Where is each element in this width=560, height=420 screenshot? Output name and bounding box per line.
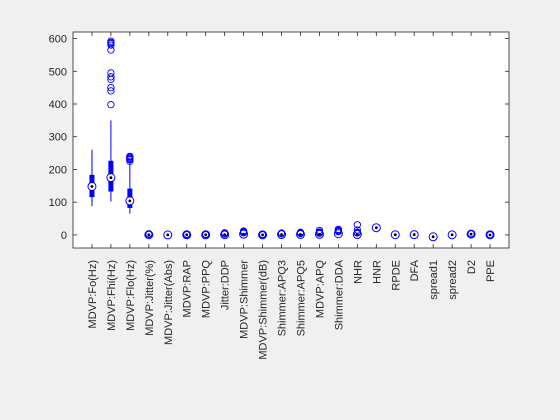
box-18 (428, 232, 438, 242)
x-tick-label: MDVP:Fhi(Hz) (106, 260, 118, 331)
outlier (183, 230, 191, 238)
median-dot (109, 176, 113, 180)
box-15 (371, 223, 381, 233)
box-2 (125, 152, 135, 214)
outlier (353, 228, 361, 236)
box-14 (352, 221, 362, 240)
outlier (202, 230, 210, 238)
x-tick-label: MDVP:RAP (182, 260, 194, 317)
median-dot (261, 233, 264, 237)
x-tick-label: MDVP:APQ (314, 260, 326, 319)
box-0 (87, 149, 97, 207)
box-16 (390, 230, 400, 240)
x-tick-label: HNR (371, 260, 383, 284)
median-dot (488, 233, 492, 237)
x-tick-label: D2 (466, 260, 478, 274)
y-tick-label: 0 (61, 230, 67, 242)
box-13 (333, 225, 343, 239)
outlier (107, 83, 115, 92)
box-6 (201, 230, 211, 240)
y-tick-label: 400 (49, 99, 67, 111)
y-tick-label: 300 (49, 132, 67, 144)
x-tick-label: spread2 (447, 260, 459, 300)
median-dot (412, 233, 416, 237)
outlier (334, 225, 343, 234)
box-11 (295, 228, 305, 239)
outlier (353, 221, 361, 229)
x-tick-label: Jitter:DDP (220, 260, 232, 310)
median-dot (166, 233, 170, 237)
y-tick-label: 200 (49, 164, 67, 176)
box-3 (144, 230, 154, 240)
x-tick-label: MDVP:Jitter(%) (144, 260, 156, 336)
box-4 (163, 230, 173, 240)
median-dot (90, 185, 94, 188)
x-tick-label: DFA (409, 259, 421, 281)
median-dot (374, 226, 378, 230)
x-tick-label: MDVP:Flo(Hz) (125, 260, 137, 331)
x-tick-label: MDVP:Shimmer (239, 260, 251, 339)
outlier (467, 230, 475, 238)
x-tick-label: MDVP:PPQ (201, 260, 213, 319)
box-19 (447, 230, 457, 240)
x-tick-label: spread1 (428, 260, 440, 300)
median-dot (185, 233, 189, 237)
x-tick-label: Shimmer:DDA (333, 259, 345, 330)
outlier (353, 226, 361, 234)
box-series (87, 37, 495, 242)
median-dot (128, 199, 132, 203)
outlier (145, 230, 153, 238)
outlier (239, 227, 248, 235)
median-dot (280, 233, 283, 236)
outlier (277, 229, 286, 237)
outlier (486, 231, 494, 239)
plot-area (72, 31, 510, 249)
box-1 (106, 37, 116, 202)
x-tick-label: MDVP:Jitter(Abs) (163, 260, 175, 345)
y-axis: 0 100 200 300 400 500 600 (49, 34, 509, 242)
y-tick-label: 600 (49, 34, 67, 46)
box-17 (409, 230, 419, 240)
median-dot (147, 233, 151, 237)
median-dot (469, 232, 473, 236)
outlier (107, 87, 115, 95)
box-20 (466, 229, 476, 239)
median-dot (450, 233, 454, 237)
y-tick-label: 100 (49, 197, 67, 209)
box-7 (220, 229, 230, 240)
box-9 (258, 230, 268, 240)
x-tick-label: RPDE (390, 260, 402, 291)
x-tick-label: PPE (485, 260, 497, 282)
outlier (107, 73, 115, 81)
x-tick-label: MDVP:Shimmer(dB) (258, 260, 270, 360)
x-tick-label: NHR (352, 260, 364, 284)
outlier (107, 69, 115, 77)
outlier (315, 226, 324, 235)
x-tick-label: Shimmer:APQ3 (277, 260, 289, 336)
x-axis: MDVP:Fo(Hz) MDVP:Fhi(Hz) MDVP:Flo(Hz) MDVP:… (87, 32, 497, 360)
outlier (221, 229, 229, 237)
box-12 (314, 226, 324, 239)
box-5 (182, 230, 192, 240)
median-dot (393, 233, 397, 237)
median-dot (223, 233, 227, 237)
outlier (107, 37, 115, 45)
x-tick-label: Shimmer:APQ5 (295, 260, 307, 336)
y-tick-label: 500 (49, 66, 67, 78)
x-tick-label: MDVP:Fo(Hz) (87, 260, 99, 328)
outlier (126, 152, 134, 161)
median-dot (431, 235, 435, 239)
outlier (258, 230, 267, 239)
box-10 (277, 229, 287, 240)
outlier (296, 228, 305, 236)
box-21 (485, 230, 495, 240)
outlier (107, 101, 115, 109)
median-dot (204, 233, 208, 237)
box-8 (239, 227, 249, 239)
